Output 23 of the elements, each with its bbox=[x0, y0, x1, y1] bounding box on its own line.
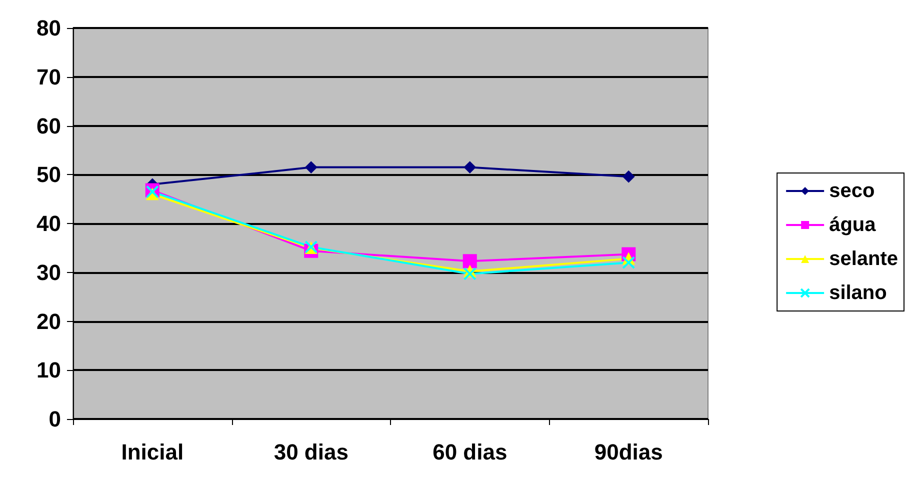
point bbox=[464, 161, 476, 174]
point bbox=[305, 161, 318, 174]
y-tick-label: 50 bbox=[36, 162, 61, 188]
y-tick-label: 20 bbox=[36, 308, 61, 334]
point bbox=[463, 267, 476, 280]
x-tick-label: 30 dias bbox=[274, 440, 348, 464]
y-tick-label: 30 bbox=[36, 260, 61, 285]
y-tick-label: 0 bbox=[48, 406, 61, 432]
point bbox=[622, 170, 635, 183]
x-tick-label: 60 dias bbox=[432, 440, 508, 464]
point bbox=[622, 256, 636, 270]
legend-label: selante bbox=[829, 248, 898, 270]
y-tick-label: 10 bbox=[36, 358, 61, 383]
legend-label: silano bbox=[829, 282, 887, 304]
x-tick-label: Inicial bbox=[121, 440, 184, 464]
legend-label: água bbox=[829, 214, 877, 236]
point bbox=[462, 254, 477, 268]
legend-label: seco bbox=[829, 180, 875, 202]
y-tick-label: 40 bbox=[36, 211, 61, 236]
y-tick-label: 60 bbox=[36, 113, 61, 138]
y-tick-label: 70 bbox=[36, 64, 61, 90]
x-tick-label: 90dias bbox=[594, 440, 663, 464]
y-tick-label: 80 bbox=[36, 16, 61, 40]
